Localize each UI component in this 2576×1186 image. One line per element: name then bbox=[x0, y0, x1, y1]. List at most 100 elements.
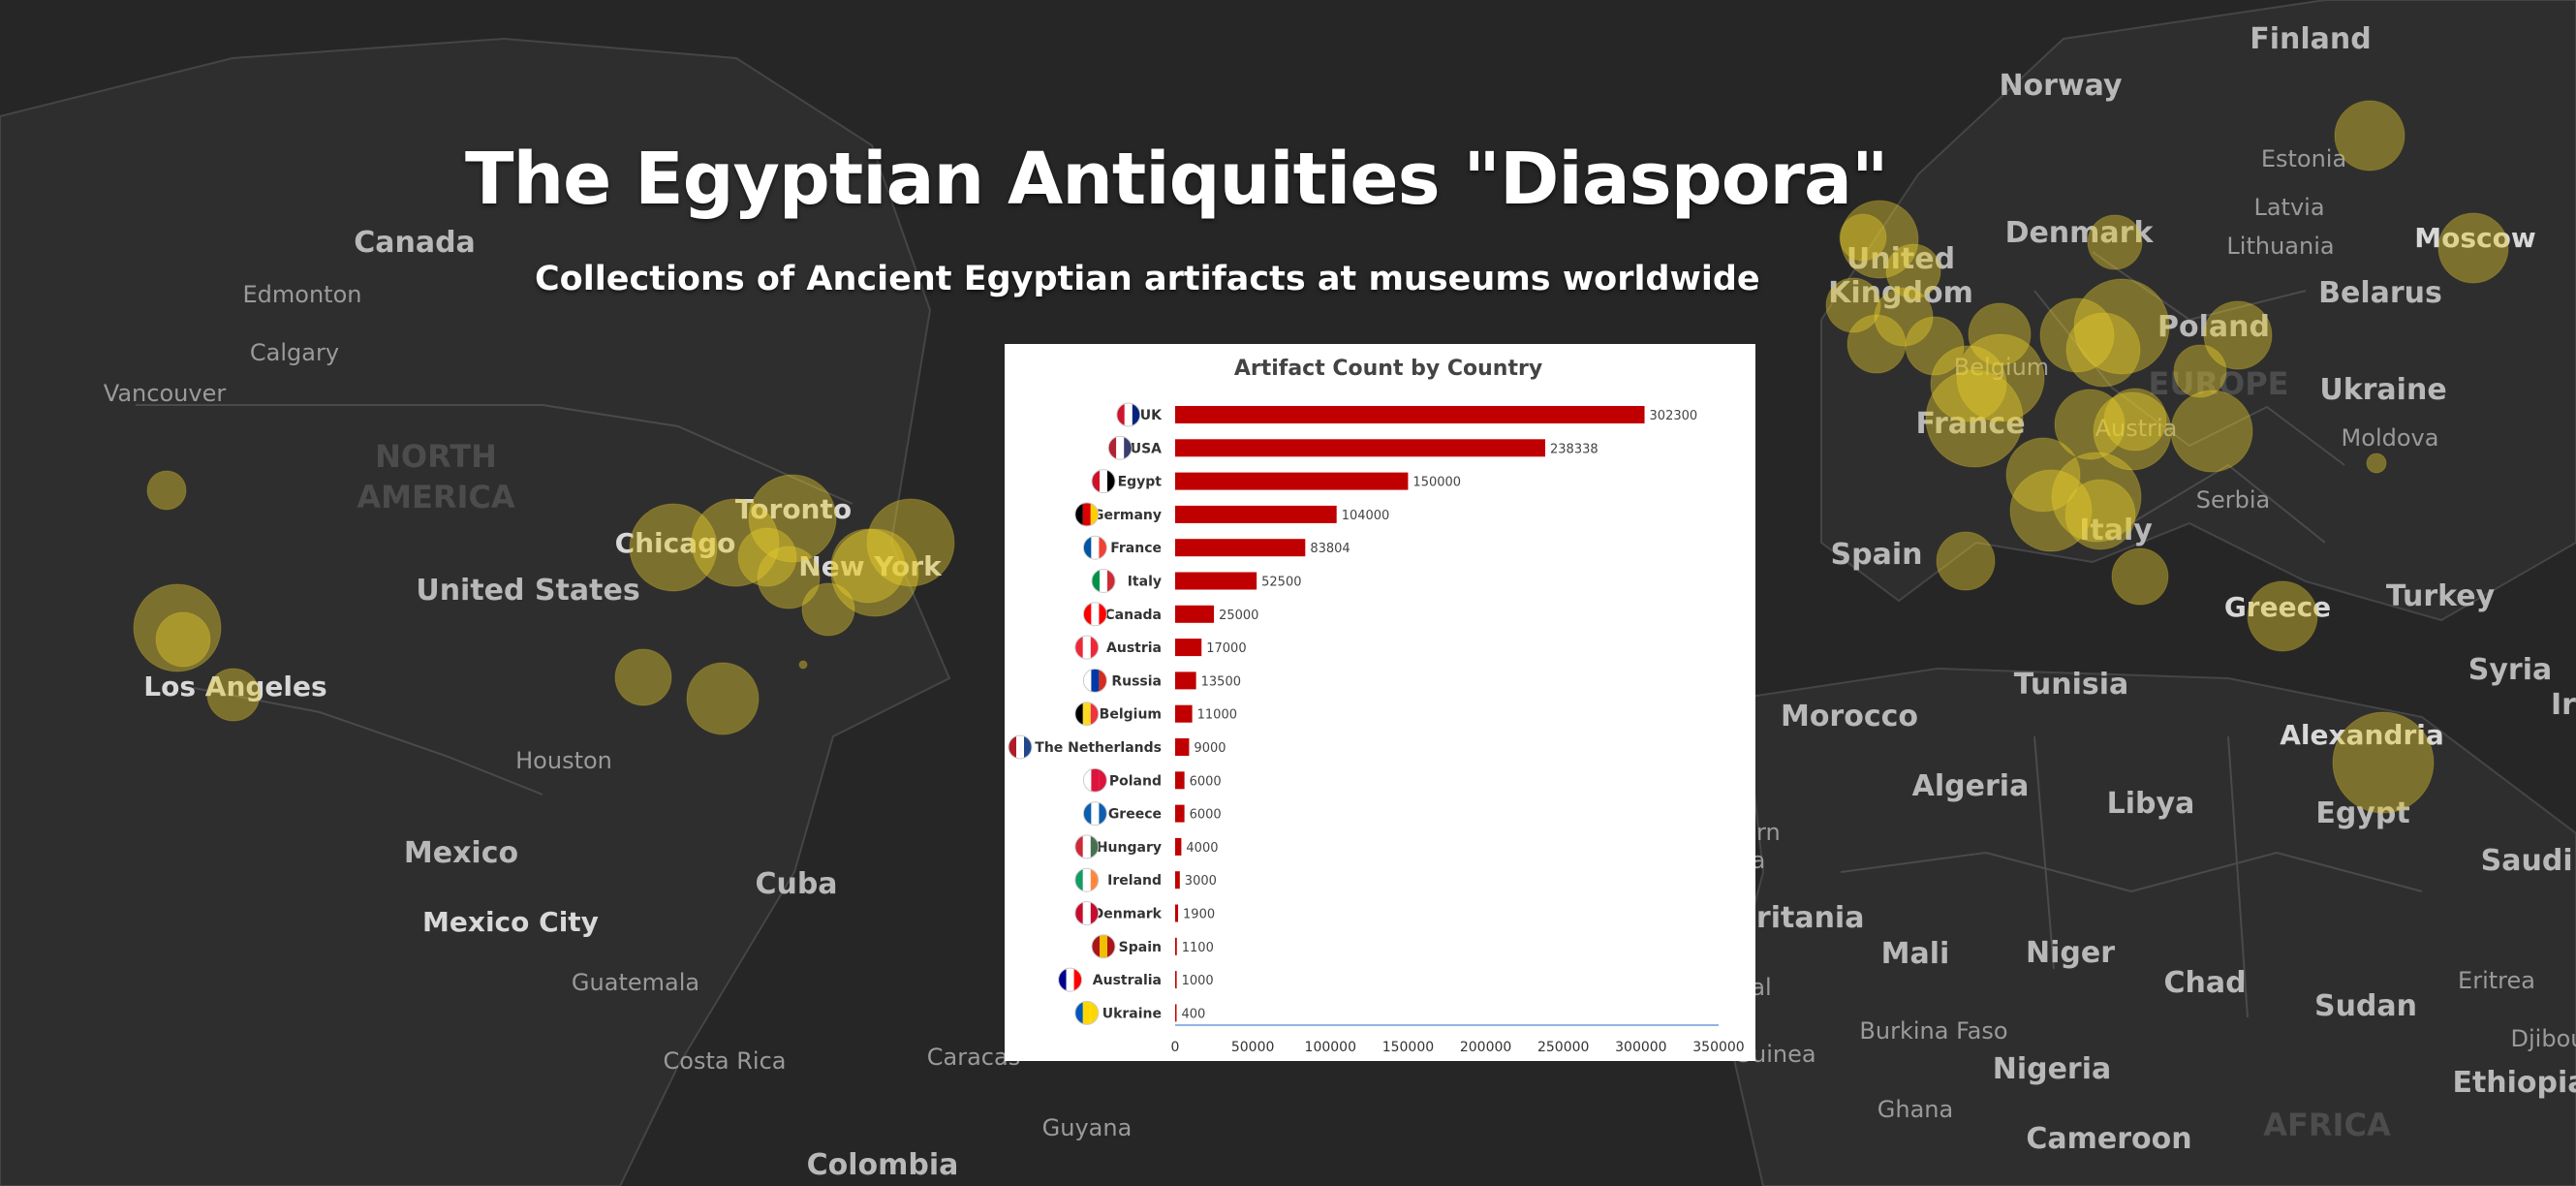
data-label-hungary: 4000 bbox=[1186, 841, 1218, 856]
data-label-ukraine: 400 bbox=[1182, 1007, 1206, 1021]
data-label-russia: 13500 bbox=[1201, 674, 1241, 689]
map-label-serbia: Serbia bbox=[2196, 486, 2270, 514]
museum-bubble bbox=[2065, 312, 2141, 388]
museum-bubble bbox=[686, 662, 760, 735]
museum-bubble bbox=[1930, 345, 2007, 422]
flag-icon-poland bbox=[1082, 767, 1107, 793]
map-label-guyana: Guyana bbox=[1042, 1114, 1133, 1141]
map-label-syria: Syria bbox=[2468, 653, 2552, 687]
flag-icon-spain bbox=[1091, 934, 1116, 959]
bar-egypt bbox=[1175, 472, 1409, 490]
museum-bubble bbox=[830, 528, 906, 604]
chart-title: Artifact Count by Country bbox=[1234, 357, 1542, 381]
category-label-austria: Austria bbox=[1106, 640, 1162, 656]
museum-bubble bbox=[146, 470, 187, 511]
map-label-turkey: Turkey bbox=[2386, 579, 2496, 613]
museum-bubble bbox=[1825, 277, 1881, 333]
category-label-egypt: Egypt bbox=[1118, 475, 1163, 490]
map-label-norway: Norway bbox=[1999, 69, 2123, 103]
x-tick-label: 200000 bbox=[1460, 1040, 1511, 1055]
bar-canada bbox=[1175, 605, 1215, 623]
flag-icon-germany bbox=[1074, 502, 1100, 527]
museum-bubble bbox=[1874, 287, 1934, 347]
map-label-greece: Greece bbox=[2224, 591, 2331, 623]
category-label-canada: Canada bbox=[1104, 608, 1162, 623]
map-label-italy: Italy bbox=[2079, 514, 2153, 547]
map-label-niger: Niger bbox=[2026, 936, 2115, 970]
museum-bubble bbox=[748, 474, 837, 563]
data-label-denmark: 1900 bbox=[1183, 908, 1215, 922]
category-label-belgium: Belgium bbox=[1100, 707, 1162, 723]
bar-hungary bbox=[1175, 837, 1182, 856]
museum-bubble bbox=[691, 498, 780, 587]
museum-bubble bbox=[2093, 391, 2172, 471]
category-label-spain: Spain bbox=[1119, 940, 1162, 955]
bar-austria bbox=[1175, 639, 1202, 657]
bar-spain bbox=[1175, 937, 1177, 955]
map-label-ethiopia: Ethiopia bbox=[2452, 1066, 2576, 1100]
map-label-burkina-faso: Burkina Faso bbox=[1859, 1017, 2007, 1045]
map-label-cuba: Cuba bbox=[755, 867, 837, 901]
bar-the-netherlands bbox=[1175, 738, 1190, 756]
flag-icon-hungary bbox=[1074, 834, 1100, 859]
museum-bubble bbox=[1839, 213, 1887, 262]
map-label-uritania: uritania bbox=[1736, 901, 1865, 935]
map-label-mexico-city: Mexico City bbox=[422, 906, 599, 938]
bar-greece bbox=[1175, 804, 1185, 823]
museum-bubble bbox=[2087, 214, 2143, 270]
data-label-spain: 1100 bbox=[1182, 941, 1214, 955]
map-label-united: United bbox=[1847, 242, 1955, 276]
artifact-bar-chart: Artifact Count by Country UK 302300 USA 238… bbox=[1008, 357, 1745, 1055]
category-label-uk: UK bbox=[1140, 408, 1163, 423]
map-label-nigeria: Nigeria bbox=[1993, 1052, 2112, 1086]
flag-icon-the-netherlands bbox=[1008, 734, 1033, 760]
bar-ukraine bbox=[1175, 1004, 1177, 1022]
x-tick-label: 150000 bbox=[1382, 1040, 1434, 1055]
map-label-costa-rica: Costa Rica bbox=[664, 1047, 787, 1075]
museum-bubble bbox=[206, 668, 261, 722]
museum-bubble bbox=[2173, 344, 2227, 398]
map-label-eritrea: Eritrea bbox=[2458, 967, 2535, 994]
map-label-colombia: Colombia bbox=[807, 1148, 959, 1182]
data-label-uk: 302300 bbox=[1650, 409, 1698, 423]
us-mexico-border bbox=[193, 687, 543, 796]
flag-icon-australia bbox=[1058, 967, 1083, 992]
map-label-mexico: Mexico bbox=[404, 836, 518, 870]
category-label-ukraine: Ukraine bbox=[1102, 1006, 1162, 1021]
museum-bubble bbox=[2064, 479, 2136, 550]
map-label-edmonton: Edmonton bbox=[243, 281, 362, 308]
data-label-australia: 1000 bbox=[1182, 974, 1214, 988]
flag-icon-canada bbox=[1082, 602, 1107, 627]
x-tick-label: 250000 bbox=[1537, 1040, 1589, 1055]
flag-icon-ireland bbox=[1074, 867, 1100, 892]
map-label-north: NORTH bbox=[375, 438, 497, 475]
museum-bubble bbox=[1885, 243, 1941, 299]
category-label-greece: Greece bbox=[1108, 807, 1162, 823]
museum-bubble bbox=[133, 583, 222, 672]
europe-landmass bbox=[1820, 0, 2576, 622]
x-tick-label: 50000 bbox=[1231, 1040, 1275, 1055]
x-tick-label: 350000 bbox=[1692, 1040, 1744, 1055]
map-label-austria: Austria bbox=[2095, 415, 2178, 442]
category-label-poland: Poland bbox=[1109, 773, 1162, 789]
map-label-morocco: Morocco bbox=[1781, 700, 1918, 733]
museum-bubble bbox=[2073, 278, 2170, 375]
museum-bubble bbox=[830, 528, 919, 617]
museum-bubble bbox=[2203, 300, 2273, 370]
north-america-landmass bbox=[0, 37, 951, 1186]
map-label-chicago: Chicago bbox=[615, 527, 736, 559]
flag-icon-france bbox=[1082, 535, 1107, 560]
map-label-tunisia: Tunisia bbox=[2014, 668, 2129, 702]
museum-bubble bbox=[1968, 302, 2032, 366]
category-label-germany: Germany bbox=[1093, 508, 1162, 523]
map-label-new-york: New York bbox=[798, 550, 943, 582]
category-label-usa: USA bbox=[1131, 441, 1162, 456]
x-tick-label: 100000 bbox=[1305, 1040, 1356, 1055]
flag-icon-italy bbox=[1091, 569, 1116, 593]
data-label-the-netherlands: 9000 bbox=[1194, 741, 1226, 756]
map-borders bbox=[136, 251, 2423, 1018]
bar-russia bbox=[1175, 671, 1196, 690]
data-label-greece: 6000 bbox=[1190, 808, 1222, 823]
museum-bubble bbox=[2437, 212, 2509, 284]
category-label-denmark: Denmark bbox=[1093, 907, 1163, 922]
